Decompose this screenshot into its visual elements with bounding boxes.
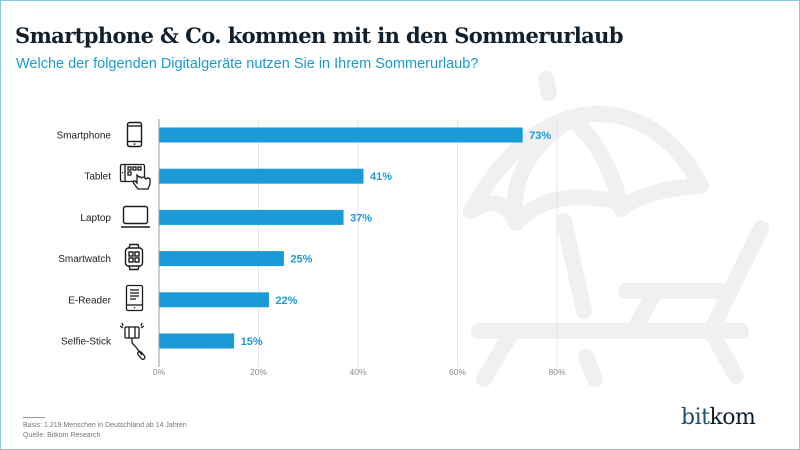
category-label: Smartphone — [57, 131, 112, 142]
bar-selfie-stick — [159, 333, 235, 349]
footer-basis: Basis: 1.219 Menschen in Deutschland ab … — [23, 422, 187, 429]
bar-laptop — [159, 209, 344, 225]
footer-divider — [23, 417, 45, 418]
value-label: 73% — [529, 130, 551, 142]
x-tick-label: 40% — [349, 367, 366, 377]
value-label: 15% — [241, 336, 263, 348]
x-tick-label: 20% — [250, 367, 267, 377]
page-subtitle: Welche der folgenden Digitalgeräte nutze… — [16, 56, 479, 72]
x-tick-label: 80% — [548, 367, 565, 377]
footer-source: Quelle: Bitkom Research — [23, 432, 101, 439]
value-label: 22% — [275, 295, 297, 307]
smartphone-icon — [126, 121, 143, 148]
bar-smartphone — [159, 127, 523, 143]
laptop-icon — [121, 205, 150, 228]
value-label: 41% — [370, 171, 392, 183]
value-labels: 73% 41% 37% 25% 22% 15% — [241, 130, 552, 348]
category-label: Laptop — [80, 213, 111, 224]
bar-smartwatch — [159, 251, 284, 267]
x-tick-labels: 0% 20% 40% 60% 80% — [153, 367, 566, 377]
e-reader-icon — [125, 284, 144, 312]
page-title: Smartphone & Co. kommen mit in den Somme… — [15, 23, 624, 48]
bitkom-logo: bitkom — [681, 405, 756, 430]
category-label: E-Reader — [68, 295, 111, 306]
bar-tablet — [159, 168, 364, 184]
category-labels: Smartphone Tablet Laptop Smartwatch E-Reader… — [57, 131, 112, 348]
bars — [159, 127, 523, 349]
x-tick-label: 0% — [153, 367, 166, 377]
smartwatch-icon — [124, 243, 144, 271]
value-label: 37% — [350, 212, 372, 224]
grid-lines — [258, 119, 558, 367]
category-label: Smartwatch — [58, 254, 111, 265]
value-label: 25% — [290, 254, 312, 266]
category-label: Tablet — [84, 172, 111, 183]
beach-umbrella-lounger-icon — [463, 71, 769, 387]
category-label: Selfie-Stick — [61, 337, 112, 348]
x-tick-label: 60% — [449, 367, 466, 377]
logo-part-kom: kom — [709, 405, 756, 430]
selfie-stick-icon — [119, 322, 146, 360]
bar-e-reader — [159, 292, 269, 308]
logo-part-bit: bit — [681, 405, 710, 430]
tablet-icon — [119, 163, 151, 190]
